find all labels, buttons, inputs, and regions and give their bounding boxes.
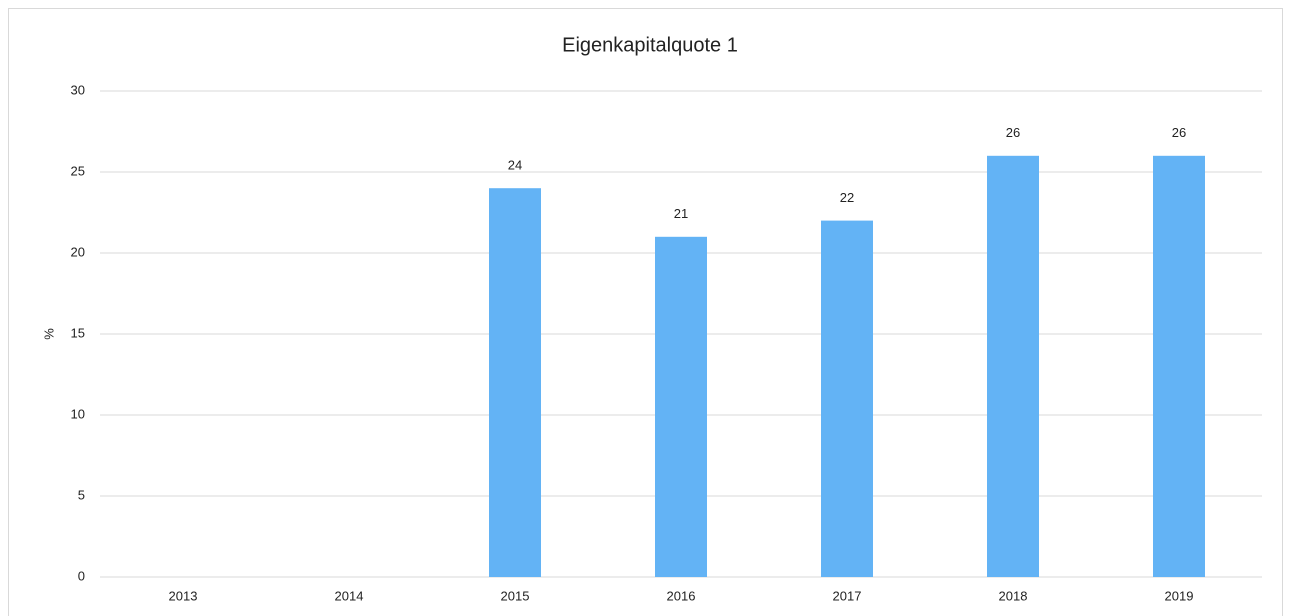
bar	[489, 188, 541, 577]
x-tick-label: 2014	[335, 588, 364, 603]
data-label: 22	[840, 190, 854, 205]
data-label: 26	[1006, 125, 1020, 140]
x-tick-label: 2015	[501, 588, 530, 603]
y-tick-label: 15	[71, 325, 85, 340]
bar	[655, 236, 707, 578]
y-tick-label: 25	[71, 163, 85, 178]
data-label: 21	[674, 206, 688, 221]
bar	[1153, 155, 1205, 578]
y-axis-label: %	[41, 328, 56, 340]
bar	[987, 155, 1039, 578]
chart-title: Eigenkapitalquote 1	[562, 34, 738, 56]
y-tick-label: 30	[71, 82, 85, 97]
data-label: 24	[508, 158, 522, 173]
y-tick-label: 5	[78, 487, 85, 502]
x-tick-label: 2017	[833, 588, 862, 603]
x-tick-label: 2013	[169, 588, 198, 603]
x-tick-label: 2016	[667, 588, 696, 603]
chart-frame	[8, 8, 1283, 616]
data-label: 26	[1172, 125, 1186, 140]
y-tick-label: 10	[71, 406, 85, 421]
y-tick-label: 0	[78, 568, 85, 583]
bar	[821, 220, 873, 577]
x-tick-label: 2019	[1165, 588, 1194, 603]
y-tick-label: 20	[71, 244, 85, 259]
x-tick-label: 2018	[999, 588, 1028, 603]
